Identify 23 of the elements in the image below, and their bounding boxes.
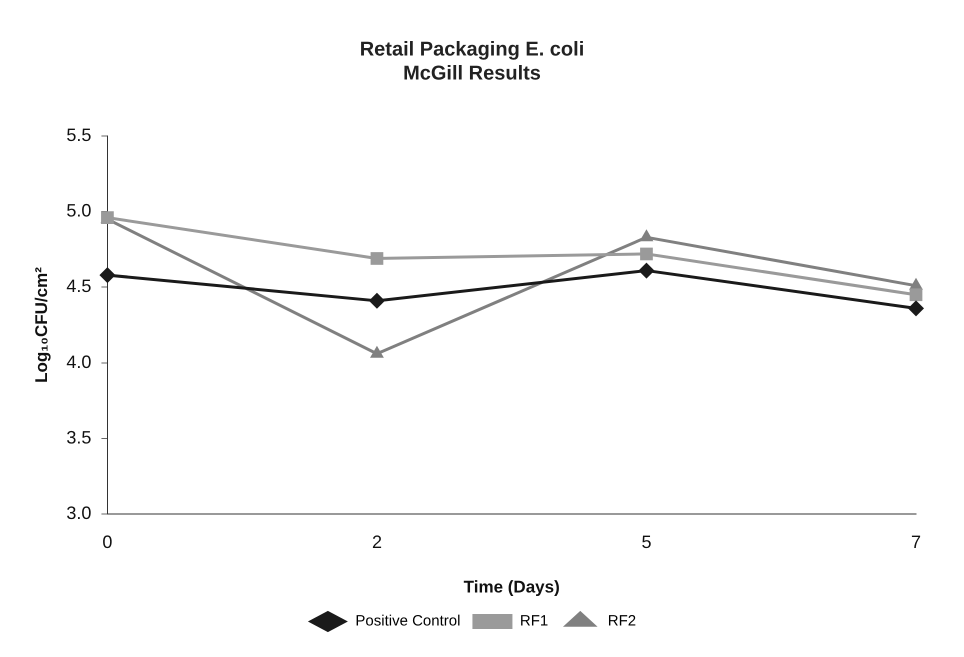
legend-label: RF1 [520, 612, 548, 630]
x-tick-label: 0 [102, 532, 112, 552]
y-tick-label: 3.0 [66, 502, 92, 523]
chart-title: Retail Packaging E. coli McGill Results [360, 38, 584, 85]
x-tick-label: 7 [910, 532, 922, 552]
point [908, 300, 924, 316]
y-tick-label: 4.0 [66, 352, 92, 372]
point [99, 267, 116, 284]
point [638, 262, 654, 279]
y-tick-label: 3.5 [66, 427, 92, 448]
x-axis-title: Time (Days) [464, 577, 560, 596]
point [368, 292, 385, 309]
y-tick-label: 4.5 [66, 276, 92, 296]
legend-label: RF2 [608, 612, 636, 630]
point [910, 288, 922, 302]
legend-label: Positive Control [355, 612, 460, 630]
y-tick-label: 5.0 [66, 200, 92, 221]
y-axis-title: Log₁₀CFU/cm² [32, 266, 51, 383]
y-tick-label: 5.5 [66, 124, 92, 145]
x-tick-label: 5 [641, 532, 652, 552]
x-tick-label: 2 [372, 532, 382, 552]
point [370, 252, 384, 265]
point [640, 248, 653, 260]
